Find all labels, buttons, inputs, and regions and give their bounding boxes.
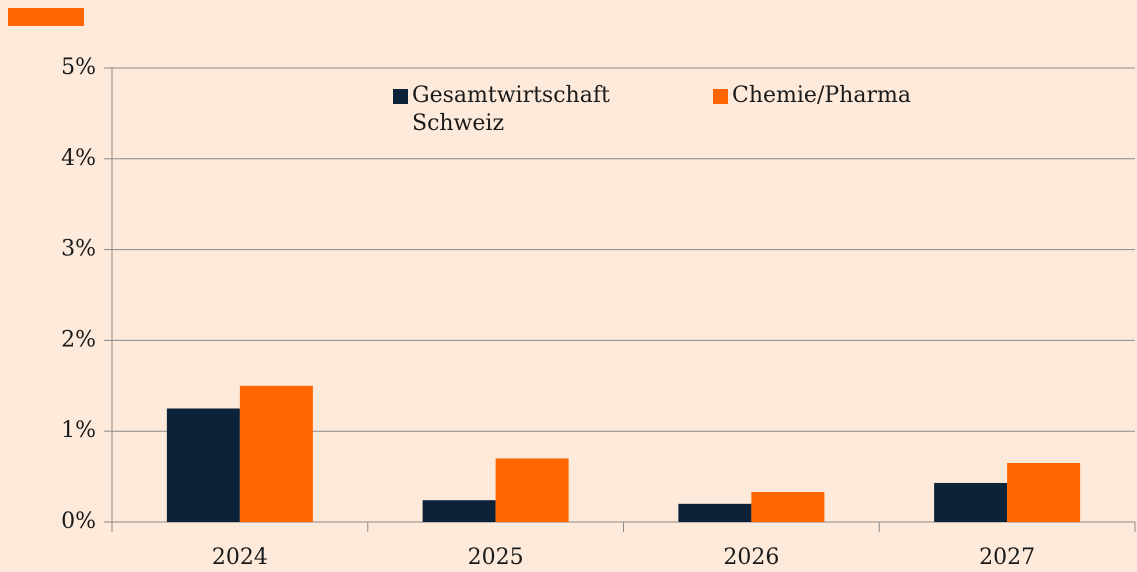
x-tick-label: 2026 xyxy=(723,545,779,570)
y-tick-label: 5% xyxy=(61,55,96,80)
legend-label: Gesamtwirtschaft Schweiz xyxy=(412,83,610,136)
bar xyxy=(1007,462,1081,522)
x-tick-label: 2027 xyxy=(979,545,1035,570)
legend-item: Chemie/Pharma xyxy=(713,82,973,110)
bar xyxy=(239,385,313,522)
bar xyxy=(495,458,569,522)
y-tick-label: 0% xyxy=(61,509,96,534)
bar xyxy=(934,482,1008,522)
y-tick-label: 3% xyxy=(61,237,96,262)
bar xyxy=(751,492,825,522)
y-tick-label: 2% xyxy=(61,327,96,352)
legend-label: Chemie/Pharma xyxy=(732,83,911,108)
legend-item: Gesamtwirtschaft Schweiz xyxy=(393,82,643,138)
x-tick-label: 2024 xyxy=(212,545,268,570)
legend-swatch xyxy=(713,89,728,104)
y-tick-label: 1% xyxy=(61,418,96,443)
bar xyxy=(678,503,752,522)
brand-bar xyxy=(8,8,84,26)
bar xyxy=(166,408,240,522)
bar xyxy=(422,500,496,522)
legend-swatch xyxy=(393,89,408,104)
y-tick-label: 4% xyxy=(61,146,96,171)
x-tick-label: 2025 xyxy=(468,545,524,570)
